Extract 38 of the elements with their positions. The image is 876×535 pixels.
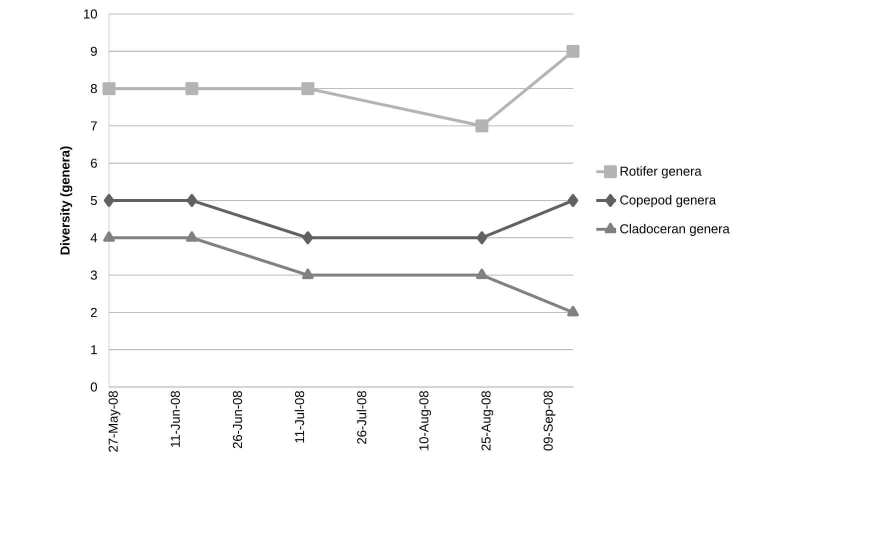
point	[185, 82, 198, 96]
x-tick-label: 25-Aug-08	[481, 391, 494, 450]
point	[186, 194, 198, 207]
point	[566, 44, 580, 58]
point	[476, 268, 488, 280]
x-tick-label: 27-May-08	[108, 391, 120, 452]
point	[104, 194, 114, 207]
y-tick-label: 9	[90, 46, 97, 56]
point	[186, 231, 198, 242]
point	[567, 306, 579, 316]
point	[476, 231, 488, 244]
y-tick-label: 6	[90, 158, 97, 168]
point	[102, 82, 116, 96]
x-tick-label: 11-Jun-08	[170, 391, 180, 447]
legend-label: Copepod genera	[620, 195, 716, 208]
x-tick-label: 26-Jun-08	[232, 391, 242, 448]
point	[568, 194, 578, 207]
y-tick-label: 10	[84, 9, 97, 19]
y-axis-title: Diversity (genera)	[60, 146, 72, 254]
y-tick-label: 2	[90, 308, 97, 317]
y-tick-label: 1	[91, 345, 97, 354]
point	[302, 231, 314, 244]
legend-label: Rotifer genera	[620, 166, 702, 178]
y-tick-label: 0	[90, 382, 97, 392]
x-tick-label: 11-Jul-08	[294, 391, 304, 443]
point	[301, 82, 314, 96]
point	[103, 231, 115, 242]
x-tick-label: 26-Jul-08	[356, 391, 366, 444]
y-tick-label: 4	[90, 233, 98, 242]
legend-label: Cladoceran genera	[620, 224, 730, 236]
y-tick-label: 7	[90, 121, 97, 130]
x-tick-label: 10-Aug-08	[419, 391, 432, 450]
point	[475, 119, 488, 132]
x-tick-label: 09-Sep-08	[544, 391, 556, 450]
y-tick-label: 8	[90, 84, 97, 94]
y-tick-label: 3	[90, 270, 97, 280]
point	[302, 268, 314, 280]
y-tick-label: 5	[90, 196, 97, 206]
